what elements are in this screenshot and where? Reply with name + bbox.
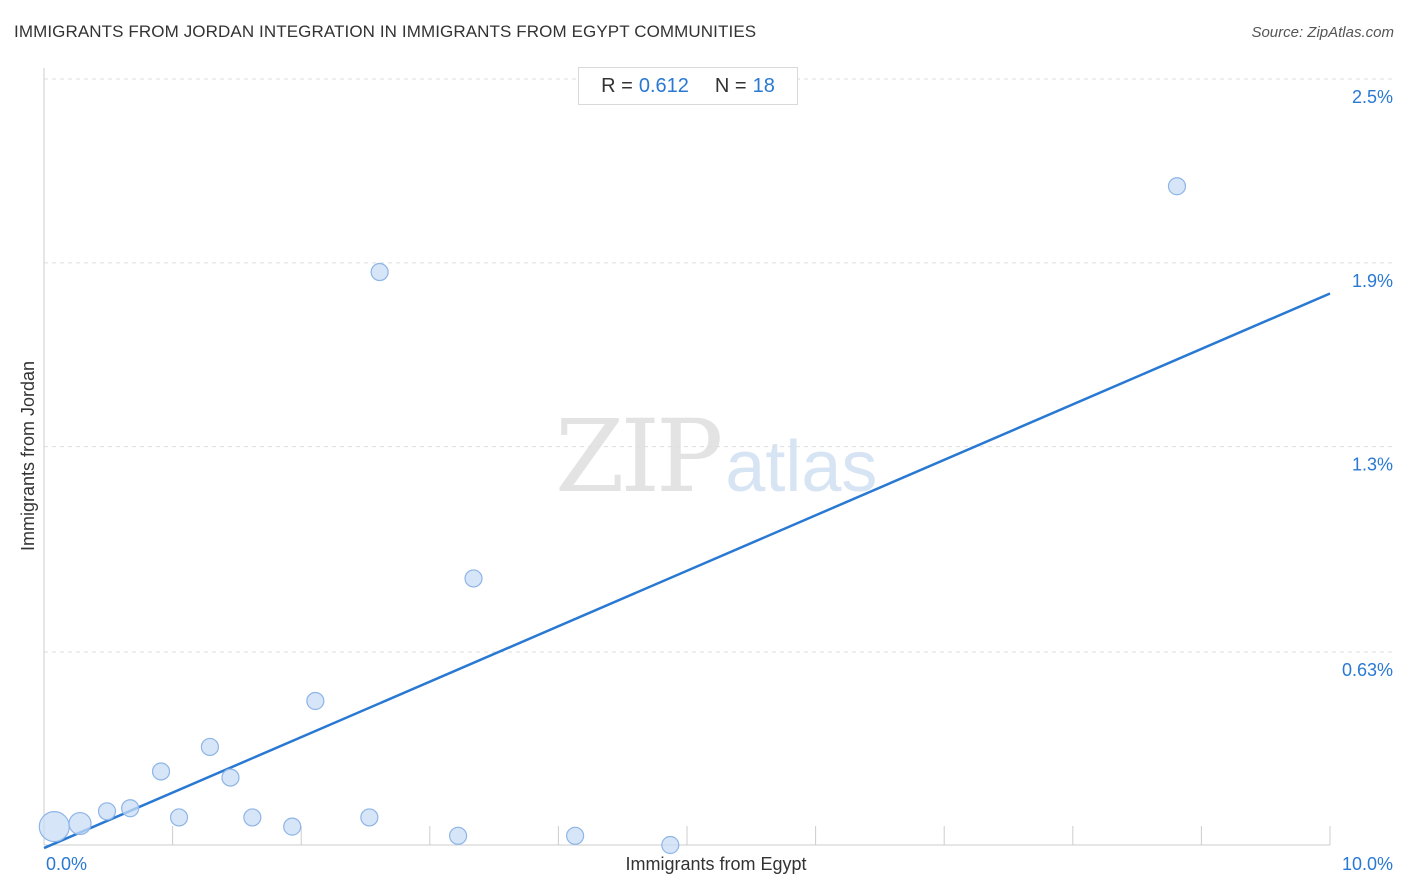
data-point [464,569,483,588]
n-value: 18 [752,74,775,97]
data-point [566,826,585,845]
y-tick-label: 0.63% [1342,660,1393,680]
x-tick-label: 10.0% [1342,854,1393,874]
x-tick-label: 0.0% [46,854,87,874]
data-point [448,826,468,845]
source-credit: Source: ZipAtlas.com [1251,24,1394,41]
r-label: R = [601,74,633,97]
chart-title: IMMIGRANTS FROM JORDAN INTEGRATION IN IM… [14,22,757,41]
data-point [200,737,219,757]
stats-box: R = 0.612 N = 18 [578,67,798,105]
data-point [97,802,117,821]
data-point [661,835,680,855]
grid-lines [44,78,1392,653]
data-point [38,811,70,843]
data-point [243,808,262,827]
trendline-group [43,292,1331,850]
data-point [169,808,189,827]
data-point [151,762,171,781]
data-point [68,811,92,836]
data-point [370,262,389,282]
y-tick-label: 1.3% [1352,455,1393,475]
y-tick-label: 2.5% [1352,87,1393,107]
data-point [360,808,379,827]
x-axis-label: Immigrants from Egypt [625,854,807,874]
tick-labels: 0.63% 1.3% 1.9% 2.5% 0.0% 10.0% [46,87,1393,874]
data-point [1167,177,1187,196]
data-point [306,691,325,711]
r-value: 0.612 [638,74,689,97]
y-axis-label: Immigrants from Jordan [18,360,38,552]
axes [43,68,1331,846]
data-point [283,817,302,836]
trendline [43,292,1331,850]
data-point [121,799,140,818]
n-label: N = [714,74,747,97]
data-points [38,177,1187,855]
y-tick-label: 1.9% [1352,271,1393,291]
data-point [221,768,240,787]
